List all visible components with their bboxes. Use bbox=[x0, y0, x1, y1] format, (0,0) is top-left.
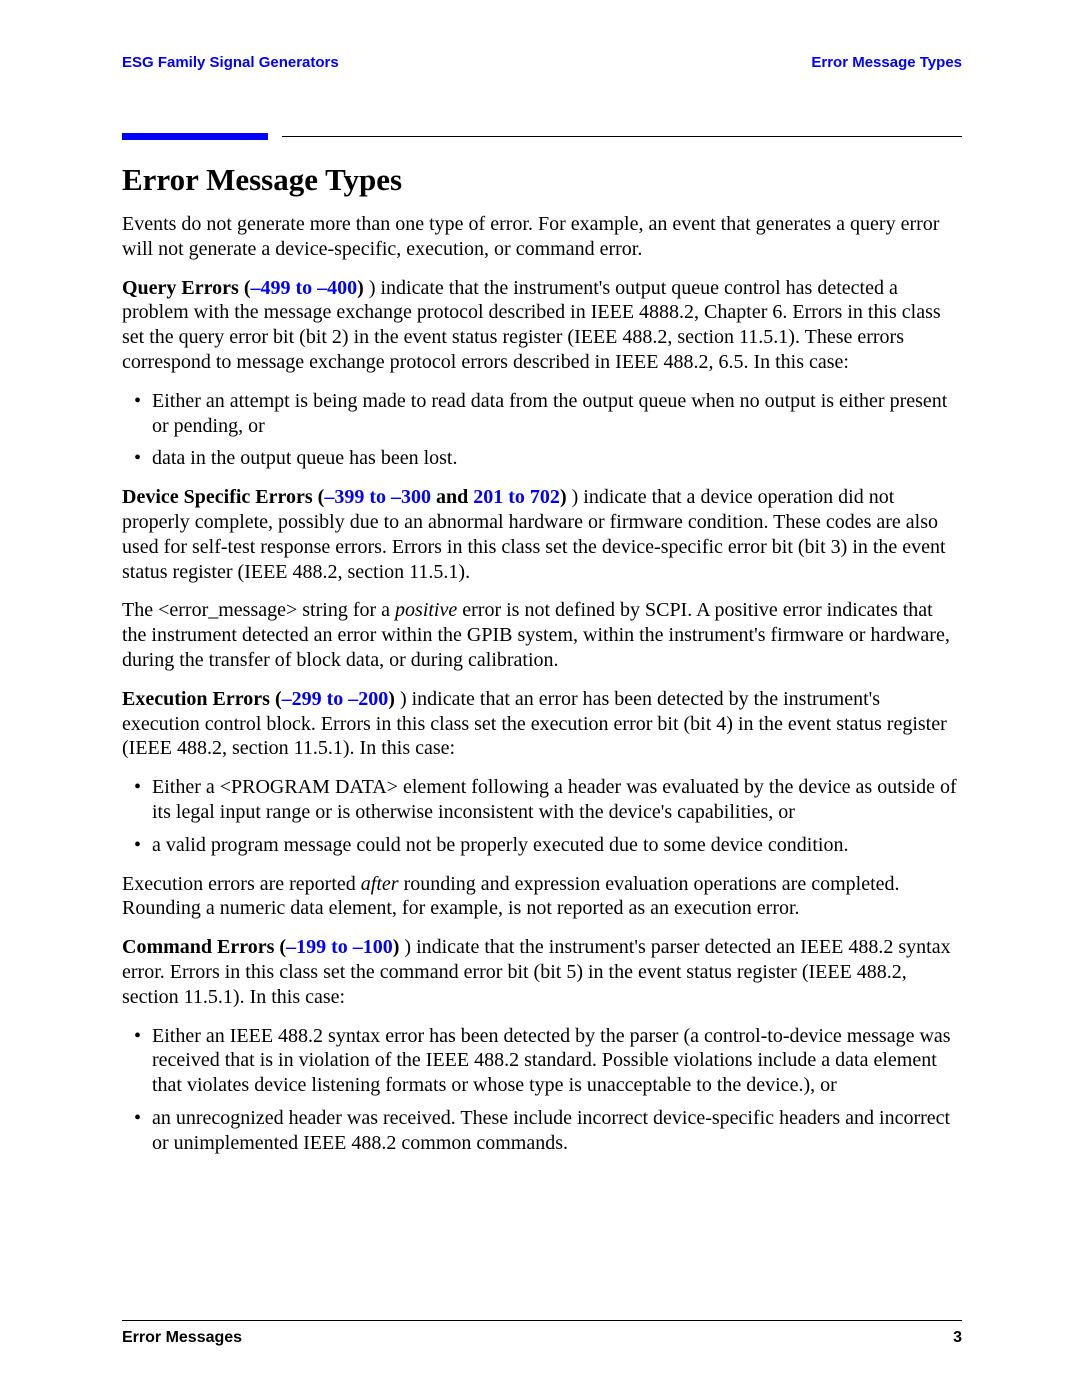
intro-paragraph: Events do not generate more than one typ… bbox=[122, 212, 962, 262]
execution-errors-paragraph: Execution Errors (–299 to –200) ) indica… bbox=[122, 687, 962, 761]
device-errors-label: Device Specific Errors ( bbox=[122, 486, 324, 508]
list-item: Either a <PROGRAM DATA> element followin… bbox=[152, 775, 962, 825]
query-errors-label: Query Errors ( bbox=[122, 277, 251, 299]
header-right: Error Message Types bbox=[811, 54, 962, 71]
execution-errors-label: Execution Errors ( bbox=[122, 688, 282, 710]
footer-page-number: 3 bbox=[953, 1329, 962, 1347]
command-errors-list: Either an IEEE 488.2 syntax error has be… bbox=[122, 1024, 962, 1156]
execution-errors-list: Either a <PROGRAM DATA> element followin… bbox=[122, 775, 962, 857]
query-errors-list: Either an attempt is being made to read … bbox=[122, 389, 962, 471]
section-rule bbox=[122, 133, 962, 140]
rule-thin-line bbox=[282, 136, 962, 137]
footer-rule bbox=[122, 1320, 962, 1321]
device-errors-paragraph-2: The <error_message> string for a positiv… bbox=[122, 598, 962, 672]
execution-errors-range-link[interactable]: –299 to –200 bbox=[282, 688, 389, 710]
header-left: ESG Family Signal Generators bbox=[122, 54, 339, 71]
device-errors-range2-link[interactable]: 201 to 702 bbox=[473, 486, 560, 508]
rule-blue-bar bbox=[122, 133, 268, 140]
list-item: Either an IEEE 488.2 syntax error has be… bbox=[152, 1024, 962, 1098]
query-errors-range-link[interactable]: –499 to –400 bbox=[251, 277, 358, 299]
page-title: Error Message Types bbox=[122, 162, 962, 198]
list-item: an unrecognized header was received. The… bbox=[152, 1106, 962, 1156]
device-errors-paragraph: Device Specific Errors (–399 to –300 and… bbox=[122, 485, 962, 584]
command-errors-range-link[interactable]: –199 to –100 bbox=[286, 936, 393, 958]
running-header: ESG Family Signal Generators Error Messa… bbox=[122, 54, 962, 71]
list-item: Either an attempt is being made to read … bbox=[152, 389, 962, 439]
list-item: data in the output queue has been lost. bbox=[152, 446, 962, 471]
footer-left: Error Messages bbox=[122, 1329, 242, 1347]
command-errors-paragraph: Command Errors (–199 to –100) ) indicate… bbox=[122, 935, 962, 1009]
device-errors-range1-link[interactable]: –399 to –300 bbox=[324, 486, 431, 508]
body-text: Events do not generate more than one typ… bbox=[122, 212, 962, 1156]
list-item: a valid program message could not be pro… bbox=[152, 833, 962, 858]
page-footer: Error Messages 3 bbox=[122, 1320, 962, 1347]
execution-errors-paragraph-2: Execution errors are reported after roun… bbox=[122, 872, 962, 922]
query-errors-paragraph: Query Errors (–499 to –400) ) indicate t… bbox=[122, 276, 962, 375]
page: ESG Family Signal Generators Error Messa… bbox=[0, 0, 1080, 1397]
command-errors-label: Command Errors ( bbox=[122, 936, 286, 958]
